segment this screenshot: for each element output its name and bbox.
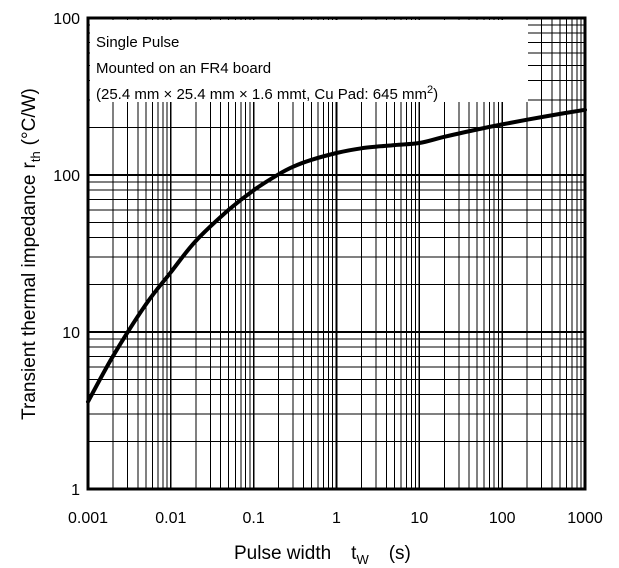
x-tick-label: 100: [489, 510, 516, 527]
y-axis-label: Transient thermal impedance rth (°C/W): [19, 88, 43, 420]
y-axis-label-text: Transient thermal impedance: [19, 175, 40, 420]
y-axis-symbol-subscript: th: [28, 151, 43, 162]
x-axis-symbol: t: [351, 543, 357, 564]
annotation-line-2: Mounted on an FR4 board: [96, 60, 271, 77]
annotation-box: [90, 20, 528, 102]
annotation-line-3-main: (25.4 mm × 25.4 mm × 1.6 mmt, Cu Pad: 64…: [96, 86, 427, 103]
x-tick-label: 10: [410, 510, 428, 527]
y-axis-unit: (°C/W): [19, 88, 40, 145]
annotation-line-1: Single Pulse: [96, 34, 179, 51]
y-tick-label: 1: [71, 482, 80, 499]
y-axis-symbol: r: [19, 162, 40, 169]
x-tick-label: 0.1: [243, 510, 265, 527]
x-axis-label-text: Pulse width: [234, 543, 331, 564]
tick-labels: 0.001 0.01 0.1 1 10 100 1000 1 10 100 100: [53, 11, 603, 527]
y-tick-label: 100: [53, 168, 80, 185]
series-line: [86, 107, 587, 404]
y-tick-label-top: 100: [53, 11, 80, 28]
plot-frame: [86, 16, 587, 491]
x-axis-symbol-subscript: W: [356, 552, 369, 567]
y-tick-label: 10: [62, 325, 80, 342]
x-tick-label: 0.001: [68, 510, 108, 527]
annotation-line-3-superscript: 2: [427, 84, 433, 96]
x-tick-label: 0.01: [155, 510, 186, 527]
x-tick-label: 1: [332, 510, 341, 527]
x-axis-label: Pulse width tW (s): [234, 543, 411, 567]
annotation: Single Pulse Mounted on an FR4 board (25…: [96, 34, 438, 103]
annotation-line-3-end: ): [433, 86, 438, 103]
x-axis-unit: (s): [389, 543, 411, 564]
x-tick-label: 1000: [567, 510, 603, 527]
annotation-line-3: (25.4 mm × 25.4 mm × 1.6 mmt, Cu Pad: 64…: [96, 84, 438, 103]
